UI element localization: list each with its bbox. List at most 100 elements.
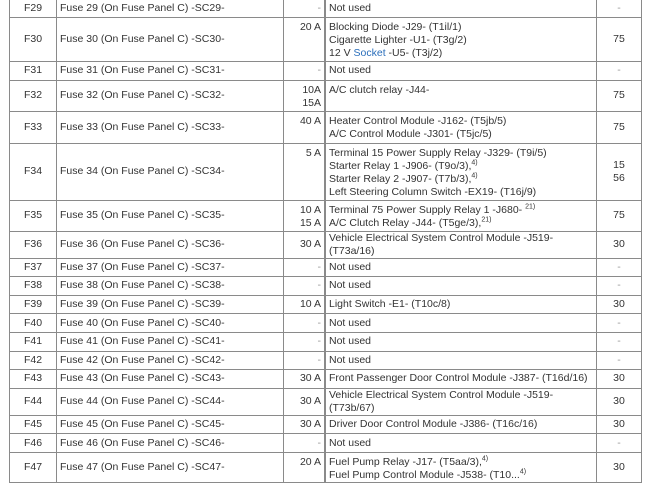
description-line: Cigarette Lighter -U1- (T3g/2) — [329, 34, 593, 47]
terminal-value: 56 — [613, 171, 625, 184]
fuse-amperage: 20 A — [283, 17, 326, 62]
footnote: 21) — [481, 216, 492, 224]
description-line: Terminal 15 Power Supply Relay -J329- (T… — [329, 147, 593, 160]
amperage-value: - — [317, 64, 322, 77]
amperage-value: 10 A — [299, 203, 321, 216]
fuse-description: Driver Door Control Module -J386- (T16c/… — [324, 414, 597, 435]
text: Fuel Pump Relay -J17- (T5aa/3), — [329, 455, 482, 468]
fuse-id: F39 — [9, 294, 57, 315]
text: Not used — [329, 1, 372, 14]
terminal-value: 75 — [613, 33, 625, 45]
table-row: F43 Fuse 43 (On Fuse Panel C) -SC43- 30 A F… — [9, 369, 642, 389]
text: Left Steering Column Switch -EX19- (T16j… — [329, 185, 537, 198]
terminal: 30 — [596, 294, 642, 315]
fuse-name: Fuse 35 (On Fuse Panel C) -SC35- — [56, 199, 284, 232]
amperage-value: 10 A — [299, 298, 321, 311]
fuse-description: Blocking Diode -J29- (T1il/1) Cigarette L… — [324, 17, 597, 62]
fuse-id: F32 — [9, 79, 57, 112]
terminal-value: - — [617, 64, 621, 77]
amperage-value: - — [317, 353, 322, 366]
table-row: F37 Fuse 37 (On Fuse Panel C) -SC37- - Not … — [9, 257, 642, 278]
terminal-value: - — [617, 436, 621, 449]
terminal-value: 15 — [613, 158, 625, 171]
text: Not used — [329, 335, 372, 348]
description-line: A/C Clutch Relay -J44- (T5ge/3),21) — [329, 216, 593, 230]
fuse-name: Fuse 44 (On Fuse Panel C) -SC44- — [56, 387, 284, 416]
terminal: - — [596, 331, 642, 352]
fuse-description: Front Passenger Door Control Module -J38… — [324, 369, 597, 389]
text: Not used — [329, 279, 372, 292]
fuse-description: Vehicle Electrical System Control Module… — [324, 230, 597, 259]
terminal: 15 56 — [596, 142, 642, 201]
text: Driver Door Control Module -J386- (T16c/… — [329, 418, 538, 431]
footnote: 4) — [471, 172, 478, 180]
fuse-amperage: 40 A — [283, 110, 326, 144]
table-row: F32 Fuse 32 (On Fuse Panel C) -SC32- 10A 15… — [9, 79, 642, 112]
terminal: - — [596, 61, 642, 81]
text: Light Switch -E1- (T10c/8) — [329, 298, 451, 311]
terminal: - — [596, 433, 642, 453]
fuse-id: F46 — [9, 433, 57, 453]
amperage-value: 5 A — [305, 146, 321, 159]
fuse-description: Vehicle Electrical System Control Module… — [324, 387, 597, 416]
fuse-description: Not used — [324, 0, 597, 18]
footnote: 4) — [519, 468, 527, 476]
fuse-name: Fuse 41 (On Fuse Panel C) -SC41- — [56, 331, 284, 352]
fuse-table: F29 Fuse 29 (On Fuse Panel C) -SC29- - Not … — [9, 0, 642, 483]
amperage-value: 40 A — [299, 114, 321, 127]
description-line: Not used — [329, 2, 593, 15]
terminal: 75 — [596, 199, 642, 232]
footnote: 4) — [471, 159, 478, 167]
amperage-value: - — [317, 279, 322, 292]
fuse-id: F36 — [9, 230, 57, 259]
description-line: Terminal 75 Power Supply Relay 1 -J680- … — [329, 203, 593, 217]
terminal-value: - — [617, 279, 621, 292]
fuse-id: F44 — [9, 387, 57, 416]
description-line: Fuel Pump Relay -J17- (T5aa/3),4) — [329, 455, 593, 469]
text: Heater Control Module -J162- (T5jb/5) — [329, 114, 507, 127]
table-row: F31 Fuse 31 (On Fuse Panel C) -SC31- - Not … — [9, 61, 642, 81]
table-row: F38 Fuse 38 (On Fuse Panel C) -SC38- - Not … — [9, 276, 642, 296]
fuse-name: Fuse 38 (On Fuse Panel C) -SC38- — [56, 276, 284, 296]
fuse-id: F38 — [9, 276, 57, 296]
fuse-description: Terminal 15 Power Supply Relay -J329- (T… — [324, 142, 597, 201]
amperage-value: - — [317, 316, 322, 329]
text: Starter Relay 2 -J907- (T7b/3), — [329, 172, 472, 185]
text: Not used — [329, 260, 372, 273]
description-line: Heater Control Module -J162- (T5jb/5) — [329, 115, 593, 128]
fuse-name: Fuse 29 (On Fuse Panel C) -SC29- — [56, 0, 284, 18]
text: Not used — [329, 64, 372, 77]
terminal: 30 — [596, 414, 642, 435]
amperage-value: 30 A — [299, 372, 321, 385]
amperage-value: - — [317, 436, 322, 449]
description-line: Not used — [329, 354, 593, 367]
text: A/C Control Module -J301- (T5jc/5) — [329, 127, 492, 140]
footnote: 21) — [525, 203, 536, 211]
table-row: F42 Fuse 42 (On Fuse Panel C) -SC42- - Not … — [9, 350, 642, 371]
description-line: Driver Door Control Module -J386- (T16c/… — [329, 418, 593, 431]
fuse-amperage: - — [283, 313, 326, 333]
fuse-amperage: 30 A — [283, 387, 326, 416]
fuse-description: Not used — [324, 61, 597, 81]
amperage-value: 15 A — [299, 216, 321, 229]
text: Not used — [329, 436, 372, 449]
fuse-name: Fuse 45 (On Fuse Panel C) -SC45- — [56, 414, 284, 435]
footnote: 4) — [481, 455, 489, 463]
fuse-description: Light Switch -E1- (T10c/8) — [324, 294, 597, 315]
fuse-name: Fuse 31 (On Fuse Panel C) -SC31- — [56, 61, 284, 81]
fuse-amperage: 10 A 15 A — [283, 199, 326, 232]
terminal-value: 30 — [613, 238, 625, 251]
description-line: Not used — [329, 279, 593, 292]
fuse-amperage: 30 A — [283, 414, 326, 435]
amperage-value: - — [317, 1, 322, 14]
fuse-id: F34 — [9, 142, 57, 201]
terminal: 30 — [596, 387, 642, 416]
description-line: 12 V Socket -U5- (T3j/2) — [329, 47, 593, 60]
description-line: Front Passenger Door Control Module -J38… — [329, 372, 593, 385]
text: Not used — [329, 316, 372, 329]
description-line: A/C Control Module -J301- (T5jc/5) — [329, 128, 593, 141]
socket-link[interactable]: Socket — [353, 47, 386, 59]
terminal-value: - — [617, 316, 621, 329]
